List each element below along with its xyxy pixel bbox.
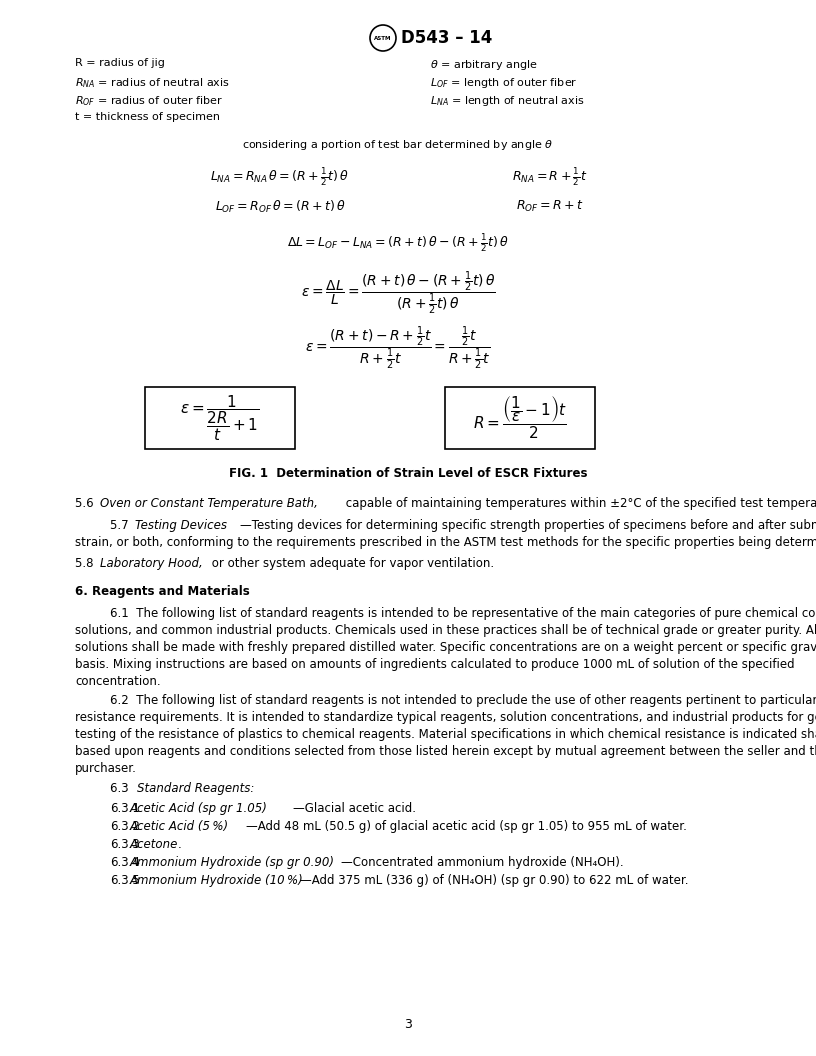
Text: 3: 3 bbox=[404, 1018, 412, 1031]
Text: Acetic Acid (5 %): Acetic Acid (5 %) bbox=[130, 821, 229, 833]
Text: 5.8: 5.8 bbox=[75, 557, 97, 570]
Text: —Concentrated ammonium hydroxide (NH₄OH).: —Concentrated ammonium hydroxide (NH₄OH)… bbox=[341, 856, 623, 869]
Text: 6.3.4: 6.3.4 bbox=[110, 856, 140, 869]
Text: capable of maintaining temperatures within ±2°C of the specified test temperatur: capable of maintaining temperatures with… bbox=[342, 497, 816, 510]
Text: purchaser.: purchaser. bbox=[75, 762, 137, 775]
Text: ASTM: ASTM bbox=[375, 36, 392, 40]
Text: —Add 48 mL (50.5 g) of glacial acetic acid (sp gr 1.05) to 955 mL of water.: —Add 48 mL (50.5 g) of glacial acetic ac… bbox=[246, 821, 686, 833]
Text: $\varepsilon = \dfrac{\Delta L}{L} = \dfrac{(R+t)\,\theta - (R+\frac{1}{2}t)\,\t: $\varepsilon = \dfrac{\Delta L}{L} = \df… bbox=[300, 270, 495, 317]
Text: strain, or both, conforming to the requirements prescribed in the ASTM test meth: strain, or both, conforming to the requi… bbox=[75, 536, 816, 549]
Text: $L_{NA}$ = length of neutral axis: $L_{NA}$ = length of neutral axis bbox=[430, 94, 584, 108]
Text: basis. Mixing instructions are based on amounts of ingredients calculated to pro: basis. Mixing instructions are based on … bbox=[75, 658, 795, 671]
Text: $\theta$ = arbitrary angle: $\theta$ = arbitrary angle bbox=[430, 58, 538, 72]
Text: 6.3.2: 6.3.2 bbox=[110, 821, 140, 833]
Text: testing of the resistance of plastics to chemical reagents. Material specificati: testing of the resistance of plastics to… bbox=[75, 728, 816, 741]
Text: $\varepsilon = \dfrac{(R+t) - R + \frac{1}{2}t}{R + \frac{1}{2}t} = \dfrac{\frac: $\varepsilon = \dfrac{(R+t) - R + \frac{… bbox=[305, 325, 491, 372]
Text: $R_{NA}$ = radius of neutral axis: $R_{NA}$ = radius of neutral axis bbox=[75, 76, 230, 90]
Text: D543 – 14: D543 – 14 bbox=[401, 29, 492, 48]
Text: $\Delta L = L_{OF} - L_{NA} = (R+t)\,\theta - (R+\frac{1}{2}t)\,\theta$: $\Delta L = L_{OF} - L_{NA} = (R+t)\,\th… bbox=[287, 232, 509, 253]
Text: 6.1  The following list of standard reagents is intended to be representative of: 6.1 The following list of standard reage… bbox=[110, 607, 816, 620]
Text: $L_{NA} = R_{NA}\,\theta = (R + \frac{1}{2}t)\,\theta$: $L_{NA} = R_{NA}\,\theta = (R + \frac{1}… bbox=[211, 166, 349, 188]
Text: Standard Reagents:: Standard Reagents: bbox=[137, 782, 255, 795]
Text: 5.7: 5.7 bbox=[110, 518, 132, 532]
Text: $R_{OF} = R + t$: $R_{OF} = R + t$ bbox=[517, 199, 583, 214]
Text: Acetic Acid (sp gr 1.05): Acetic Acid (sp gr 1.05) bbox=[130, 802, 268, 815]
Text: 6.2  The following list of standard reagents is not intended to preclude the use: 6.2 The following list of standard reage… bbox=[110, 694, 816, 708]
Text: solutions shall be made with freshly prepared distilled water. Specific concentr: solutions shall be made with freshly pre… bbox=[75, 641, 816, 654]
Text: 6. Reagents and Materials: 6. Reagents and Materials bbox=[75, 585, 250, 598]
FancyBboxPatch shape bbox=[145, 386, 295, 449]
Text: Ammonium Hydroxide (sp gr 0.90): Ammonium Hydroxide (sp gr 0.90) bbox=[130, 856, 335, 869]
Text: t = thickness of specimen: t = thickness of specimen bbox=[75, 112, 220, 122]
Text: resistance requirements. It is intended to standardize typical reagents, solutio: resistance requirements. It is intended … bbox=[75, 711, 816, 724]
Text: Oven or Constant Temperature Bath,: Oven or Constant Temperature Bath, bbox=[100, 497, 318, 510]
Text: based upon reagents and conditions selected from those listed herein except by m: based upon reagents and conditions selec… bbox=[75, 744, 816, 758]
Text: 5.6: 5.6 bbox=[75, 497, 97, 510]
Text: $\varepsilon = \dfrac{1}{\dfrac{2R}{t} + 1}$: $\varepsilon = \dfrac{1}{\dfrac{2R}{t} +… bbox=[180, 393, 259, 442]
Text: FIG. 1  Determination of Strain Level of ESCR Fixtures: FIG. 1 Determination of Strain Level of … bbox=[228, 467, 588, 480]
Text: —Testing devices for determining specific strength properties of specimens befor: —Testing devices for determining specifi… bbox=[240, 518, 816, 532]
Text: considering a portion of test bar determined by angle $\theta$: considering a portion of test bar determ… bbox=[242, 138, 553, 152]
Text: Ammonium Hydroxide (10 %): Ammonium Hydroxide (10 %) bbox=[130, 874, 304, 887]
Text: —Glacial acetic acid.: —Glacial acetic acid. bbox=[293, 802, 416, 815]
FancyBboxPatch shape bbox=[445, 386, 595, 449]
Text: Laboratory Hood,: Laboratory Hood, bbox=[100, 557, 202, 570]
Text: concentration.: concentration. bbox=[75, 675, 161, 689]
Text: 6.3.5: 6.3.5 bbox=[110, 874, 140, 887]
Text: solutions, and common industrial products. Chemicals used in these practices sha: solutions, and common industrial product… bbox=[75, 624, 816, 637]
Text: 6.3.3: 6.3.3 bbox=[110, 838, 140, 851]
Text: .: . bbox=[178, 838, 181, 851]
Text: Acetone: Acetone bbox=[130, 838, 179, 851]
Text: R = radius of jig: R = radius of jig bbox=[75, 58, 165, 68]
Text: —Add 375 mL (336 g) of (NH₄OH) (sp gr 0.90) to 622 mL of water.: —Add 375 mL (336 g) of (NH₄OH) (sp gr 0.… bbox=[300, 874, 689, 887]
Text: $R_{NA} = R + \frac{1}{2}t$: $R_{NA} = R + \frac{1}{2}t$ bbox=[512, 166, 588, 188]
Text: $R_{OF}$ = radius of outer fiber: $R_{OF}$ = radius of outer fiber bbox=[75, 94, 223, 108]
Text: $L_{OF}$ = length of outer fiber: $L_{OF}$ = length of outer fiber bbox=[430, 76, 578, 90]
Text: or other system adequate for vapor ventilation.: or other system adequate for vapor venti… bbox=[208, 557, 494, 570]
Text: $L_{OF} = R_{OF}\,\theta = (R + t)\,\theta$: $L_{OF} = R_{OF}\,\theta = (R + t)\,\the… bbox=[215, 199, 345, 215]
Text: Testing Devices: Testing Devices bbox=[135, 518, 227, 532]
Text: $R = \dfrac{\left(\dfrac{1}{\varepsilon}-1\right)t}{2}$: $R = \dfrac{\left(\dfrac{1}{\varepsilon}… bbox=[473, 395, 567, 441]
Text: 6.3.1: 6.3.1 bbox=[110, 802, 140, 815]
Text: 6.3: 6.3 bbox=[110, 782, 136, 795]
